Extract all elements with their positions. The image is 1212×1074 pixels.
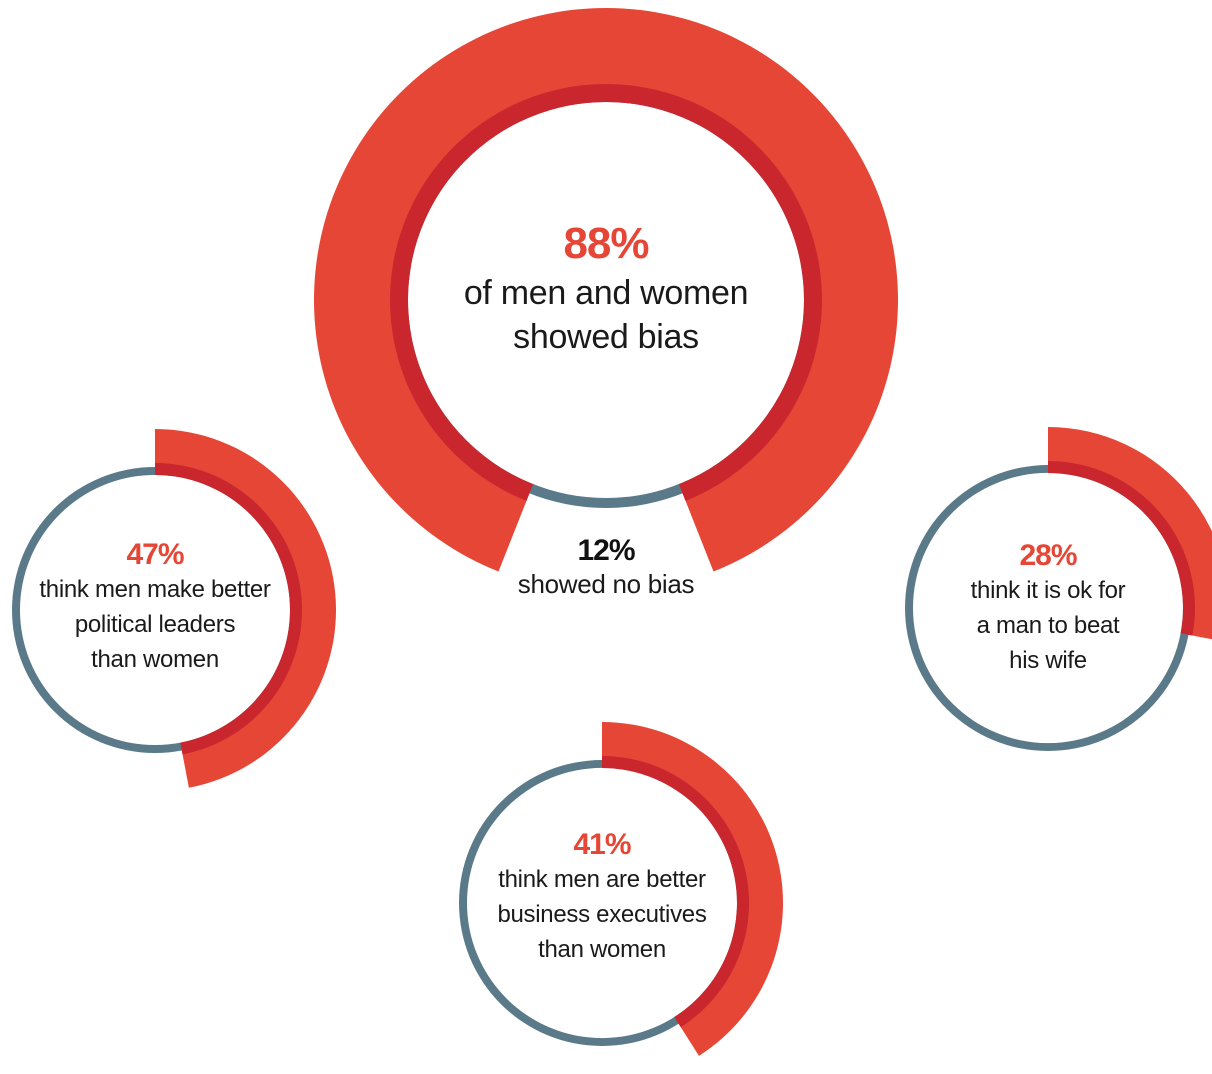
executives-label: 41% think men are better business execut… — [462, 827, 742, 967]
donut-main-bias — [313, 8, 898, 572]
donut-leaders — [11, 429, 337, 788]
leaders-label: 47% think men make better political lead… — [15, 537, 295, 677]
executives-desc-line-2: business executives — [497, 900, 707, 928]
wife-desc-line-1: think it is ok for — [970, 577, 1126, 604]
main-desc-line-2: showed bias — [513, 317, 699, 356]
leaders-outer-arc — [155, 429, 337, 788]
no-bias-percent: 12% — [577, 534, 635, 567]
no-bias-desc: showed no bias — [517, 569, 695, 599]
no-bias-label: 12% showed no bias — [486, 533, 726, 600]
executives-percent: 41% — [573, 828, 631, 861]
executives-outer-arc — [602, 722, 784, 1056]
executives-desc-line-3: than women — [538, 935, 666, 963]
wife-outer-arc — [1048, 427, 1212, 640]
donut-wife-beating — [905, 427, 1212, 751]
wife-desc-line-2: a man to beat — [976, 611, 1120, 639]
wife-percent: 28% — [1019, 539, 1077, 572]
leaders-desc-line-1: think men make better — [39, 576, 271, 603]
leaders-percent: 47% — [126, 538, 184, 571]
wife-label: 28% think it is ok for a man to beat his… — [908, 538, 1188, 678]
main-percent: 88% — [563, 219, 649, 268]
wife-desc-line-3: his wife — [1009, 646, 1087, 674]
leaders-desc-line-2: political leaders — [74, 610, 236, 638]
executives-inner-arc — [602, 756, 749, 1028]
leaders-desc-line-3: than women — [91, 645, 219, 673]
executives-desc-line-1: think men are better — [498, 866, 706, 893]
donut-executives — [459, 722, 784, 1056]
main-desc-line-1: of men and women — [463, 273, 749, 312]
main-label: 88% of men and women showed bias — [404, 218, 808, 359]
